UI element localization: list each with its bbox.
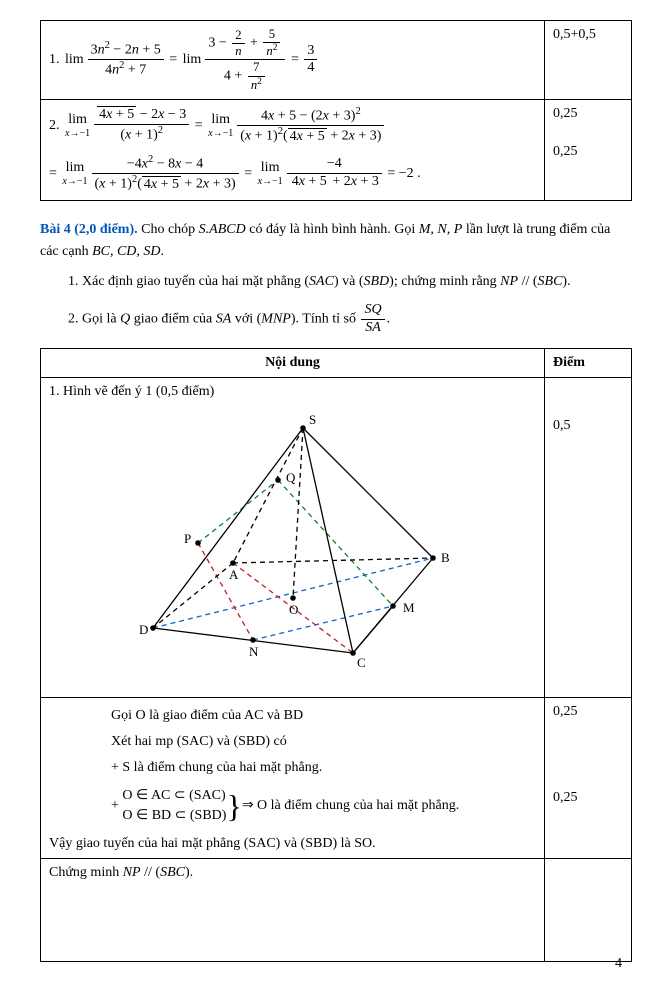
svg-text:B: B <box>441 550 450 565</box>
svg-text:Q: Q <box>286 470 296 485</box>
limit-row-1: 1. lim3n2 − 2n + 54n2 + 7 = lim3 − 2n + … <box>41 21 545 100</box>
col-header-points: Điểm <box>545 349 632 378</box>
sol-l3: + S là điểm chung của hai mặt phẳng. <box>111 760 536 776</box>
bai4-q1: 1. Xác định giao tuyến của hai mặt phẳng… <box>68 271 632 293</box>
limit2-points1: 0,25 <box>553 106 623 122</box>
solution-row-intersection: Gọi O là giao điểm của AC và BD Xét hai … <box>41 698 545 858</box>
parallel-points <box>545 858 632 961</box>
sol-l4c: ⇒ O là điểm chung của hai mặt phẳng. <box>242 797 459 814</box>
limit2-points-cell: 0,25 0,25 <box>545 99 632 200</box>
limit2-expr2: = limx→−1−4x2 − 8x − 4(x + 1)2(4x + 5 + … <box>49 166 421 181</box>
svg-text:N: N <box>249 644 259 659</box>
table-solution: Nội dung Điểm 1. Hình vẽ đến ý 1 (0,5 đi… <box>40 348 632 961</box>
figure-points: 0,5 <box>545 378 632 698</box>
intersection-p1: 0,25 <box>553 704 623 720</box>
intersection-points-cell: 0,25 0,25 <box>545 698 632 858</box>
limit2-label: 2. <box>49 118 60 133</box>
pyramid-diagram: S A B C D O M N P Q <box>103 408 483 678</box>
intersection-p2: 0,25 <box>553 790 623 806</box>
sol-l4b: O ∈ BD ⊂ (SBD) <box>122 808 226 823</box>
limit1-points: 0,5+0,5 <box>545 21 632 100</box>
limit2-points2: 0,25 <box>553 144 623 160</box>
svg-text:M: M <box>403 600 415 615</box>
page-number: 4 <box>615 956 622 972</box>
limit-row-2: 2. limx→−14x + 5 − 2x − 3(x + 1)2 = limx… <box>41 99 545 200</box>
limit2-expr1: limx→−14x + 5 − 2x − 3(x + 1)2 = limx→−1… <box>63 118 386 133</box>
svg-text:S: S <box>309 412 316 427</box>
bai4-q2: 2. Gọi là Q giao điểm của SA với (MNP). … <box>68 302 632 337</box>
svg-text:D: D <box>139 622 148 637</box>
svg-text:P: P <box>184 531 191 546</box>
col-header-content: Nội dung <box>41 349 545 378</box>
bai4-statement: Bài 4 (2,0 điểm). Cho chóp S.ABCD có đáy… <box>40 219 632 337</box>
sol-l4a: O ∈ AC ⊂ (SAC) <box>122 788 225 803</box>
bai4-title: Bài 4 (2,0 điểm). <box>40 222 138 237</box>
limit1-expr: lim3n2 − 2n + 54n2 + 7 = lim3 − 2n + 5n2… <box>63 52 319 67</box>
svg-text:O: O <box>289 602 298 617</box>
sol-l5: Vậy giao tuyến của hai mặt phẳng (SAC) v… <box>49 836 536 852</box>
figure-caption: 1. Hình vẽ đến ý 1 (0,5 điểm) <box>49 384 536 400</box>
limit1-label: 1. <box>49 52 60 67</box>
solution-row-figure: 1. Hình vẽ đến ý 1 (0,5 điểm) S A B C D O M N P Q <box>41 378 545 698</box>
sol-l1: Gọi O là giao điểm của AC và BD <box>111 708 536 724</box>
sol-l2: Xét hai mp (SAC) và (SBD) có <box>111 734 536 750</box>
table-limits: 1. lim3n2 − 2n + 54n2 + 7 = lim3 − 2n + … <box>40 20 632 201</box>
svg-text:A: A <box>229 567 239 582</box>
svg-text:C: C <box>357 655 366 670</box>
solution-row-parallel: Chứng minh NP // (SBC). <box>41 858 545 961</box>
plus-sign: + <box>111 798 122 814</box>
